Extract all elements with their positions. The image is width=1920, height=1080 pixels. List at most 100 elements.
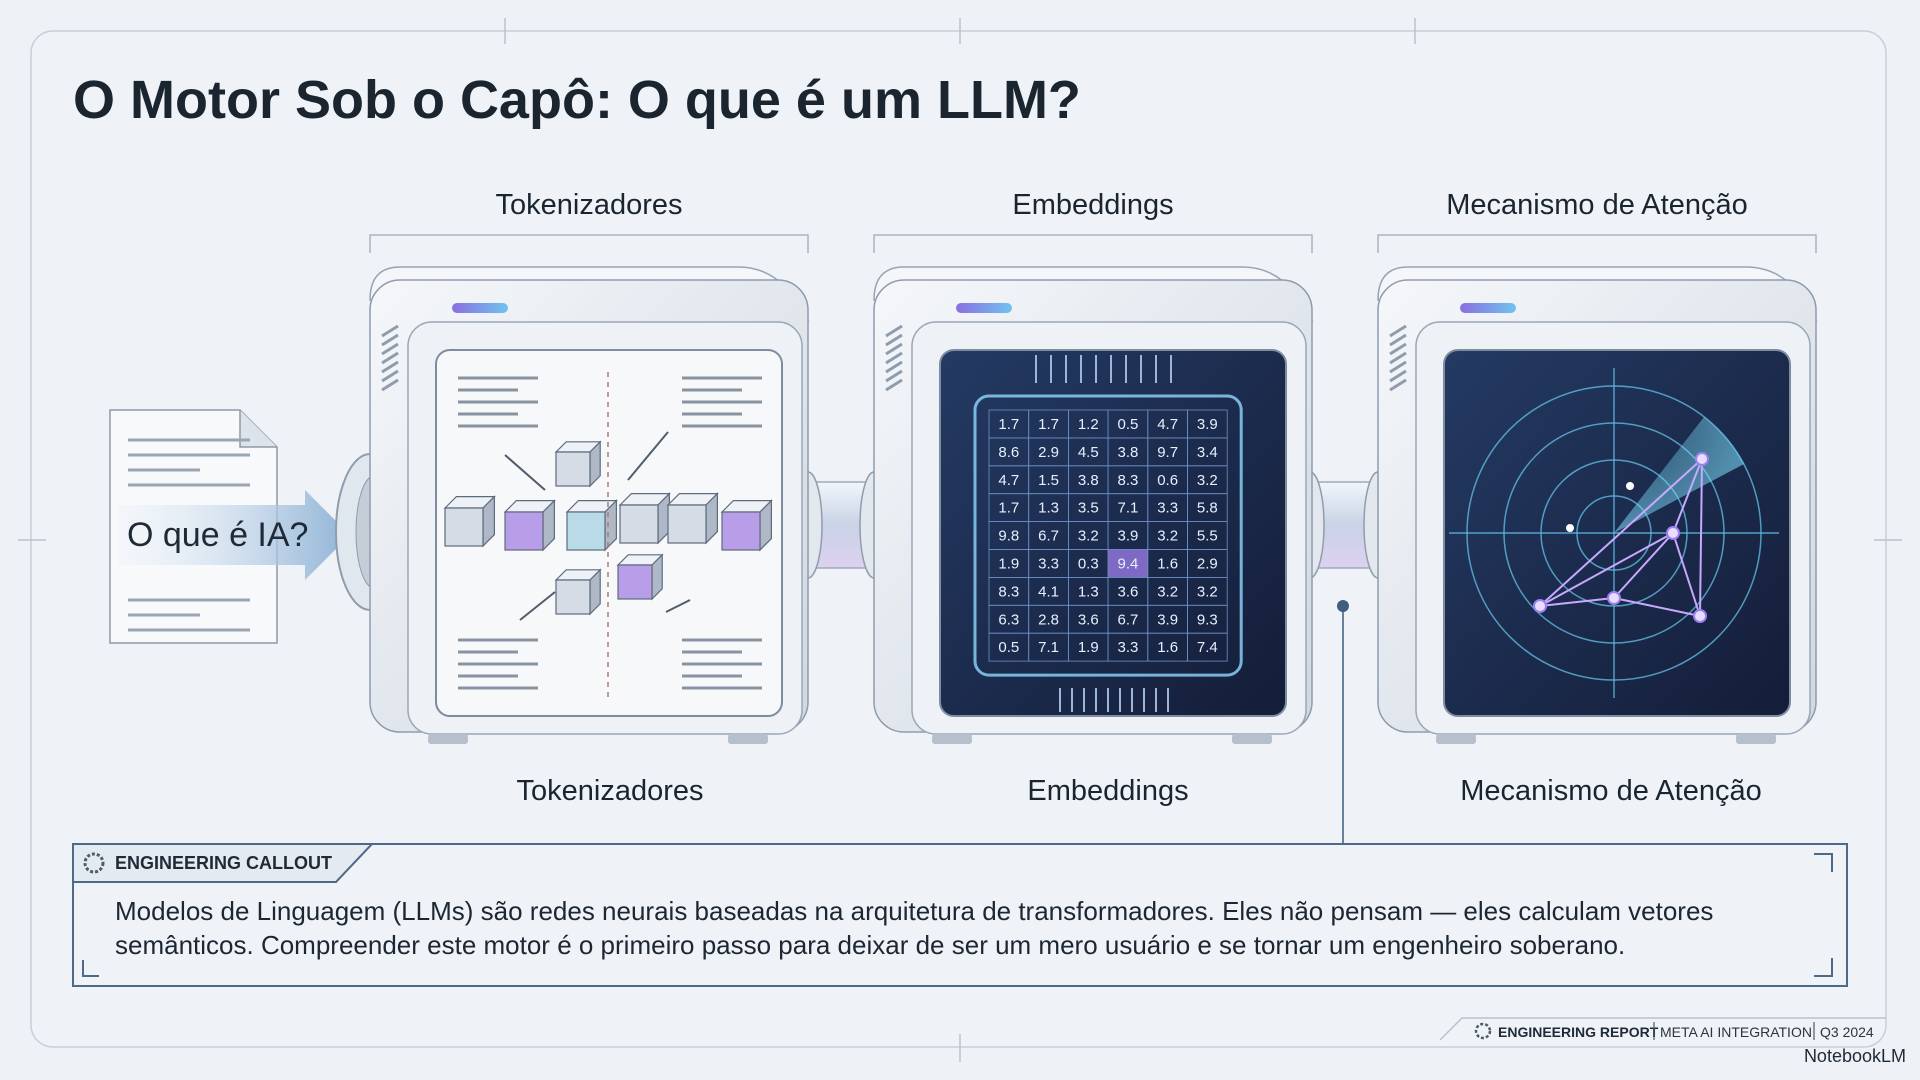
matrix-value: 7.4 bbox=[1197, 639, 1218, 656]
matrix-value: 2.9 bbox=[1038, 444, 1059, 461]
radar-blip bbox=[1566, 524, 1574, 532]
vent bbox=[381, 324, 399, 338]
token-cube bbox=[444, 507, 484, 547]
callout-box bbox=[72, 843, 1848, 987]
foot bbox=[728, 734, 768, 744]
matrix-value: 8.3 bbox=[998, 583, 1019, 600]
callout-corner bbox=[82, 853, 1833, 977]
attention-link bbox=[1672, 532, 1701, 617]
attention-node bbox=[1666, 526, 1680, 540]
matrix-value: 9.7 bbox=[1157, 444, 1178, 461]
stage-label: Embeddings bbox=[1012, 189, 1173, 221]
foot bbox=[932, 734, 972, 744]
token-arrow bbox=[627, 431, 669, 481]
stage-caption: Mecanismo de Atenção bbox=[1460, 775, 1761, 807]
matrix-value: 1.9 bbox=[998, 555, 1019, 572]
footer-tab bbox=[1439, 1017, 1886, 1041]
input-text: O que é IA? bbox=[127, 516, 308, 554]
stage-label: Tokenizadores bbox=[496, 189, 683, 221]
matrix-value: 3.9 bbox=[1118, 528, 1139, 545]
attention-link bbox=[1699, 458, 1703, 617]
vent bbox=[1389, 378, 1407, 392]
attention-link bbox=[1539, 458, 1703, 607]
matrix-value: 0.6 bbox=[1157, 472, 1178, 489]
matrix-value: 2.8 bbox=[1038, 611, 1059, 628]
matrix-cell bbox=[1187, 632, 1228, 662]
matrix-value: 7.1 bbox=[1118, 500, 1139, 517]
radar-sweep bbox=[1614, 417, 1744, 533]
token-cube bbox=[667, 504, 707, 544]
stage-bracket bbox=[873, 234, 1313, 253]
token-cube bbox=[555, 579, 591, 615]
attention-link bbox=[1672, 458, 1703, 534]
attention-node bbox=[1533, 599, 1547, 613]
callout-label: ENGINEERING CALLOUT bbox=[115, 853, 332, 873]
matrix-value: 3.3 bbox=[1157, 500, 1178, 517]
matrix-value: 5.8 bbox=[1197, 500, 1218, 517]
screen bbox=[939, 349, 1287, 717]
matrix-value: 3.2 bbox=[1197, 583, 1218, 600]
matrix-glow bbox=[973, 394, 1243, 677]
status-led bbox=[956, 303, 1012, 313]
matrix-value: 3.9 bbox=[1157, 611, 1178, 628]
matrix-value: 4.7 bbox=[998, 472, 1019, 489]
token-cube bbox=[504, 511, 544, 551]
watermark: NotebookLM bbox=[1804, 1046, 1906, 1066]
vent bbox=[381, 378, 399, 392]
document-fold bbox=[239, 410, 277, 448]
attention-node bbox=[1695, 452, 1709, 466]
attention-link bbox=[1613, 532, 1674, 599]
input-arrow bbox=[118, 490, 350, 580]
vent bbox=[1389, 369, 1407, 383]
matrix-value: 4.1 bbox=[1038, 583, 1059, 600]
callout-body: Modelos de Linguagem (LLMs) são redes ne… bbox=[115, 896, 1714, 960]
matrix-value: 4.5 bbox=[1078, 444, 1099, 461]
matrix-value: 3.5 bbox=[1078, 500, 1099, 517]
callout-leader-dot bbox=[1337, 600, 1349, 612]
matrix-value: 0.5 bbox=[998, 639, 1019, 656]
matrix-value: 1.7 bbox=[998, 500, 1019, 517]
matrix-value: 3.8 bbox=[1078, 472, 1099, 489]
matrix-value: 3.2 bbox=[1197, 472, 1218, 489]
attention-link bbox=[1539, 532, 1674, 607]
attention-node bbox=[1693, 609, 1707, 623]
matrix-value: 9.8 bbox=[998, 528, 1019, 545]
attention-link bbox=[1613, 597, 1701, 617]
vent bbox=[1389, 342, 1407, 356]
vent bbox=[885, 378, 903, 392]
token-arrow bbox=[504, 454, 546, 491]
vent bbox=[1389, 333, 1407, 347]
vent bbox=[1389, 360, 1407, 374]
foot bbox=[428, 734, 468, 744]
matrix-value: 3.8 bbox=[1118, 444, 1139, 461]
matrix-value: 1.9 bbox=[1078, 639, 1099, 656]
token-cube bbox=[617, 564, 653, 600]
vent bbox=[381, 369, 399, 383]
matrix-value: 7.1 bbox=[1038, 639, 1059, 656]
vent bbox=[885, 369, 903, 383]
matrix-value: 1.6 bbox=[1157, 639, 1178, 656]
vent bbox=[381, 333, 399, 347]
status-led bbox=[452, 303, 508, 313]
matrix-value: 3.2 bbox=[1078, 528, 1099, 545]
matrix-value: 9.4 bbox=[1118, 555, 1139, 572]
matrix-value: 3.6 bbox=[1118, 583, 1139, 600]
vent bbox=[381, 342, 399, 356]
stage-label: Mecanismo de Atenção bbox=[1446, 189, 1747, 221]
matrix-value: 2.9 bbox=[1197, 555, 1218, 572]
matrix-value: 6.7 bbox=[1118, 611, 1139, 628]
footer-icon bbox=[1474, 1022, 1492, 1040]
token-cube bbox=[619, 504, 659, 544]
stage-bracket bbox=[369, 234, 809, 253]
matrix-value: 1.7 bbox=[1038, 416, 1059, 433]
matrix-value: 8.3 bbox=[1118, 472, 1139, 489]
matrix-value: 6.7 bbox=[1038, 528, 1059, 545]
gear-icon bbox=[83, 852, 105, 874]
matrix-value: 0.3 bbox=[1078, 555, 1099, 572]
matrix-value: 3.2 bbox=[1157, 528, 1178, 545]
status-led bbox=[1460, 303, 1516, 313]
token-arrow bbox=[665, 599, 691, 613]
stage-caption: Embeddings bbox=[1027, 775, 1188, 807]
vent bbox=[885, 342, 903, 356]
